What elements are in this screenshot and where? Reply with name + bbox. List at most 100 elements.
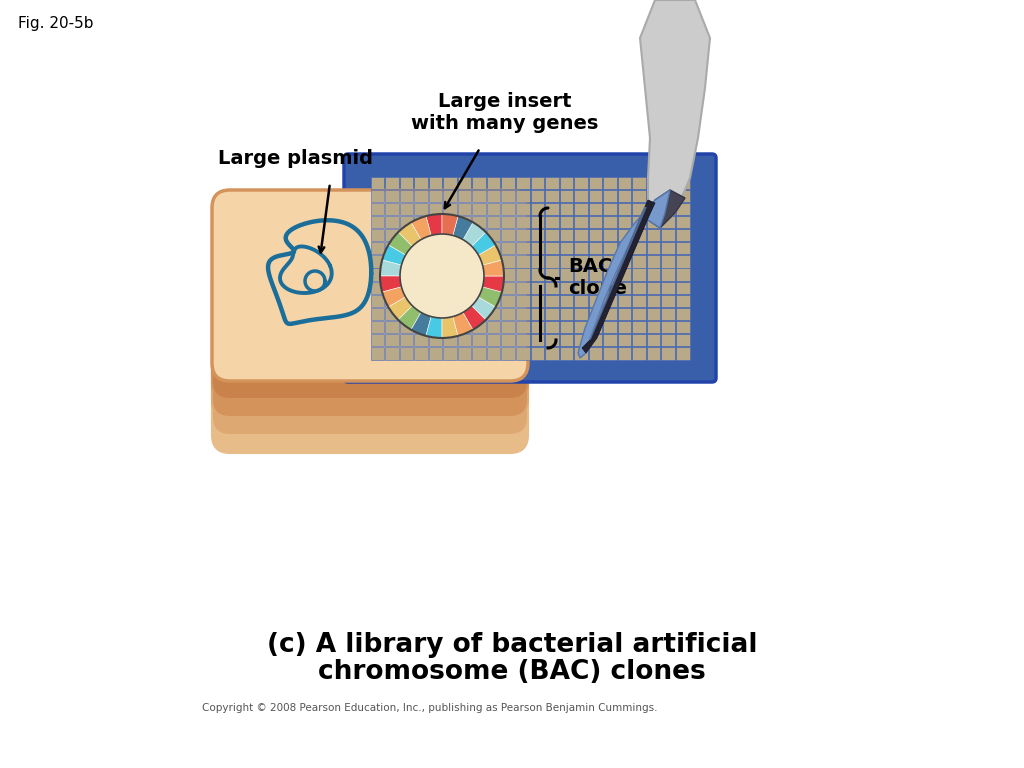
Bar [429,203,442,215]
Bar [516,321,529,333]
Bar [589,229,602,241]
Bar [676,269,689,280]
FancyBboxPatch shape [344,154,716,382]
Bar [414,282,428,294]
Bar [676,347,689,359]
Bar [530,308,544,320]
Bar [574,308,588,320]
Bar [399,177,413,189]
Wedge shape [442,316,458,338]
Bar [472,334,485,346]
Bar [632,255,646,267]
Bar [603,229,616,241]
Bar [603,190,616,202]
Bar [662,321,675,333]
Bar [589,255,602,267]
Bar [399,242,413,254]
Bar [617,269,632,280]
Bar [589,177,602,189]
Bar [530,321,544,333]
Bar [574,203,588,215]
Bar [530,242,544,254]
Bar [617,255,632,267]
Bar [530,347,544,359]
Bar [559,216,573,228]
Wedge shape [382,245,406,265]
Bar [559,334,573,346]
Bar [632,347,646,359]
Circle shape [400,234,484,318]
Text: BAC
clone: BAC clone [568,257,627,299]
Bar [414,347,428,359]
Bar [371,190,384,202]
Bar [414,321,428,333]
Bar [574,295,588,307]
Bar [545,190,558,202]
FancyBboxPatch shape [212,244,528,435]
Bar [486,216,501,228]
Bar [385,347,398,359]
Bar [676,177,689,189]
Bar [371,321,384,333]
Bar [472,177,485,189]
Bar [472,295,485,307]
Text: Large insert
with many genes: Large insert with many genes [412,92,599,133]
Bar [414,216,428,228]
FancyBboxPatch shape [212,226,528,417]
Bar [502,229,515,241]
Bar [502,255,515,267]
Bar [502,295,515,307]
Bar [574,321,588,333]
Bar [647,255,660,267]
Bar [589,216,602,228]
Bar [647,308,660,320]
Wedge shape [472,232,496,255]
Bar [662,255,675,267]
Bar [676,242,689,254]
Bar [429,255,442,267]
Wedge shape [482,260,504,276]
Bar [676,282,689,294]
Bar [502,321,515,333]
Bar [443,347,457,359]
Polygon shape [648,190,685,228]
Bar [647,282,660,294]
Bar [371,255,384,267]
Bar [647,177,660,189]
Bar [371,229,384,241]
Bar [371,295,384,307]
Bar [414,203,428,215]
Bar [530,255,544,267]
Bar [443,334,457,346]
Bar [632,242,646,254]
Bar [574,269,588,280]
Bar [502,203,515,215]
Bar [472,242,485,254]
Bar [429,282,442,294]
Bar [502,308,515,320]
Bar [617,229,632,241]
Bar [486,347,501,359]
Bar [617,203,632,215]
Bar [647,334,660,346]
Bar [603,308,616,320]
Bar [472,269,485,280]
Bar [385,321,398,333]
Bar [443,242,457,254]
Bar [676,321,689,333]
Text: Large plasmid: Large plasmid [217,149,373,168]
Bar [385,242,398,254]
Bar [458,269,471,280]
Bar [662,347,675,359]
Bar [617,216,632,228]
Bar [647,242,660,254]
Bar [632,177,646,189]
Bar [574,177,588,189]
Bar [603,255,616,267]
Bar [429,269,442,280]
Bar [574,242,588,254]
Bar [617,295,632,307]
Bar [502,190,515,202]
Bar [516,282,529,294]
Bar [530,177,544,189]
